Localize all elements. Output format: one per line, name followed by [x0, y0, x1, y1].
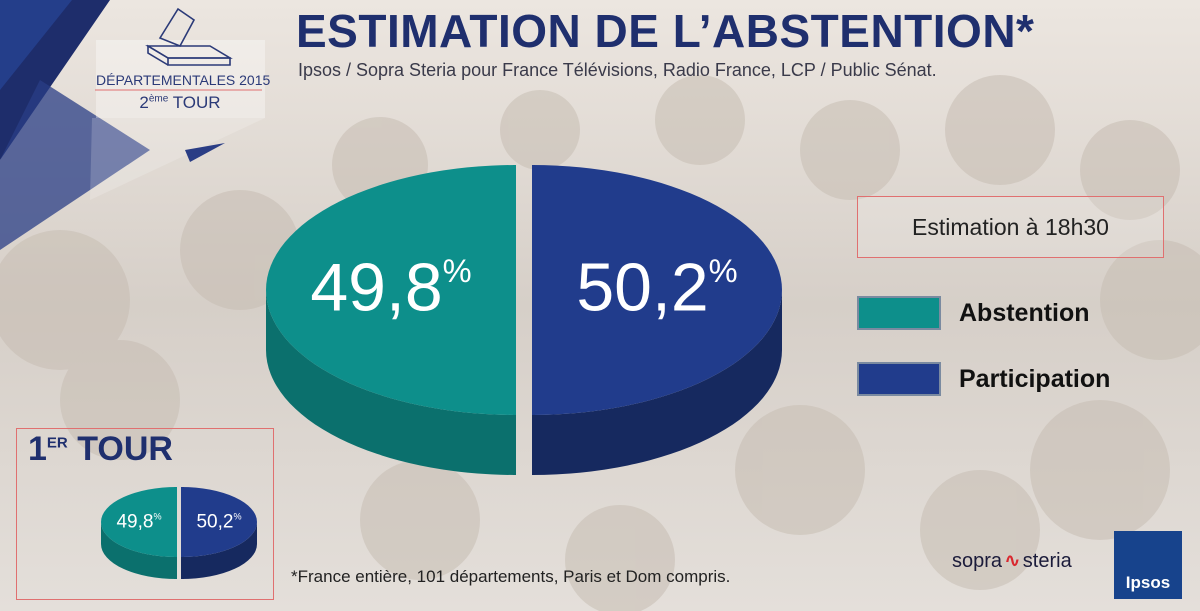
corner-decoration	[0, 0, 265, 250]
source-subtitle: Ipsos / Sopra Steria pour France Télévis…	[298, 60, 937, 80]
data-label-participation: 50,2%	[196, 512, 241, 533]
sopra-word: sopra	[952, 550, 1003, 572]
pie-slice-abstention	[266, 165, 516, 415]
pie-chart-1: 49,8% 50,2%	[266, 165, 782, 475]
election-name: DÉPARTEMENTALES 2015	[96, 72, 271, 88]
pie-slice-abstention	[101, 487, 177, 557]
pie-side-abstention	[101, 522, 177, 579]
data-label-abstention: 49,8%	[116, 512, 161, 533]
ipsos-logo: Ipsos	[1114, 531, 1182, 599]
crowd-pattern	[0, 75, 1200, 611]
legend-label-abstention: Abstention	[959, 298, 1090, 327]
round-label: 2ème TOUR	[96, 93, 264, 113]
estimation-time-box: Estimation à 18h30	[857, 196, 1164, 258]
first-round-title: 1ER TOUR	[28, 430, 173, 469]
pie-slice-participation	[532, 165, 782, 415]
legend-item-abstention: Abstention	[857, 296, 1090, 330]
data-label-unit: %	[153, 512, 161, 522]
data-label-unit: %	[233, 512, 241, 522]
steria-word: steria	[1022, 550, 1072, 572]
page-title: ESTIMATION DE L’ABSTENTION*	[296, 5, 1035, 57]
pie-side-participation	[181, 522, 257, 579]
sopra-steria-logo: sopra ∿ steria	[952, 548, 1072, 573]
first-round-word: TOUR	[77, 430, 173, 468]
legend-swatch-abstention	[857, 296, 941, 330]
first-round-box	[16, 428, 274, 600]
data-label-unit: %	[443, 252, 472, 289]
round-word: TOUR	[172, 93, 221, 112]
round-suffix: ème	[148, 93, 169, 105]
pie-side-participation	[532, 290, 782, 475]
ballot-box-icon	[145, 7, 233, 66]
legend-swatch-participation	[857, 362, 941, 396]
first-round-number: 1	[28, 430, 47, 468]
legend-item-participation: Participation	[857, 362, 1110, 396]
footnote: *France entière, 101 départements, Paris…	[291, 567, 731, 586]
legend-label-participation: Participation	[959, 364, 1111, 393]
data-label-unit: %	[709, 252, 738, 289]
first-round-suffix: ER	[46, 434, 68, 452]
pie-side-abstention	[266, 290, 516, 475]
sopra-steria-mark-icon: ∿	[1004, 550, 1021, 572]
estimation-time: Estimation à 18h30	[912, 213, 1109, 240]
pie-slice-participation	[181, 487, 257, 557]
pie-chart-2: 49,8% 50,2%	[101, 487, 257, 579]
ipsos-word: Ipsos	[1125, 573, 1171, 592]
round-number: 2	[139, 93, 149, 112]
